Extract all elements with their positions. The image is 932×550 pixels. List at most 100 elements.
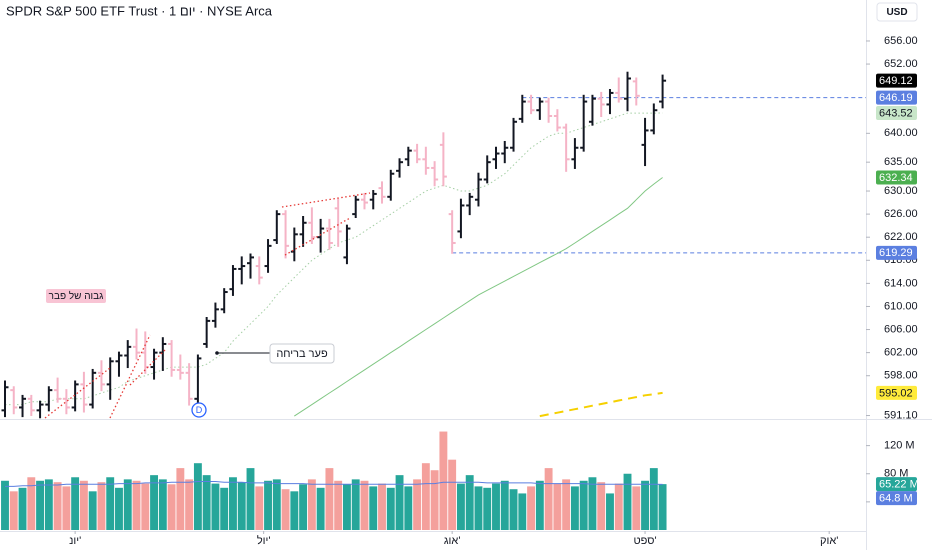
volume-bar (369, 486, 378, 530)
volume-bar (88, 491, 97, 530)
volume-bar (202, 475, 211, 530)
volume-value-label: 65.22 M (879, 479, 919, 491)
y-tick-label: 626.00 (884, 208, 918, 220)
volume-bar (106, 477, 115, 530)
x-tick-label: אוג' (444, 535, 461, 547)
ma-price-label-box (876, 170, 917, 185)
volume-bar (658, 484, 667, 530)
marker-d: D (191, 402, 207, 418)
volume-bar (272, 479, 281, 530)
ma-price-label: 643.52 (879, 107, 913, 119)
volume-bar (465, 475, 474, 530)
x-tick-label: יול' (257, 534, 271, 547)
level-price-label-box (876, 90, 917, 105)
axes: 656.00 652.00 640.00 635.00 630.00 626.00 622.… (69, 35, 919, 547)
level-price-label: 619.29 (879, 247, 913, 259)
y-tick-label: 598.00 (884, 370, 918, 382)
volume-bar (53, 482, 62, 530)
trend-line (281, 192, 371, 208)
trend-line (109, 334, 151, 419)
x-tick-label: אוק' (820, 535, 838, 547)
volume-bar (132, 480, 141, 530)
volume-bar (413, 479, 422, 530)
volume-bar (386, 487, 395, 530)
volume-bar (570, 486, 579, 530)
volume-bar (334, 480, 343, 530)
x-tick-label: ספט' (633, 535, 656, 547)
volume-bar (9, 491, 18, 530)
currency-box[interactable] (876, 2, 918, 22)
annotation-high: גבוה של פבר (46, 289, 106, 303)
volume-bar (290, 491, 299, 530)
volume-bar (281, 489, 290, 530)
volume-bar (509, 489, 518, 530)
volume-bar (518, 493, 527, 530)
annotation-text: גבוה של פבר (49, 290, 104, 302)
volume-bar (544, 468, 553, 530)
annotation-box (46, 289, 106, 303)
volume-tick-label: 80 M (884, 468, 908, 480)
volume-bar (632, 486, 641, 530)
volume-bar (141, 483, 150, 530)
volume-tick-label: 120 M (884, 440, 915, 452)
volume-bar (123, 479, 132, 530)
ma-price-label-box (876, 385, 917, 400)
y-tick-label: 630.00 (884, 185, 918, 197)
volume-bar (44, 479, 53, 530)
volume-bar (606, 493, 614, 530)
volume-bar (351, 479, 360, 530)
volume-bar (421, 463, 430, 530)
volume-bar (641, 480, 649, 530)
volume-bar (1, 480, 9, 530)
volume-bar (448, 459, 457, 530)
volume-bar (439, 431, 448, 530)
volume-bar (483, 487, 492, 530)
volume-bar (185, 479, 194, 530)
volume-bar (176, 468, 185, 530)
ma-line (539, 391, 663, 418)
volume-value-label-box (876, 491, 917, 506)
volume-pane (1, 431, 667, 530)
volume-bar (614, 483, 623, 530)
volume-bar (623, 473, 632, 530)
volume-bar (456, 483, 465, 530)
volume-bar (535, 480, 544, 530)
volume-bar (404, 486, 413, 530)
y-tick-label: 606.00 (884, 323, 918, 335)
x-tick-label: יונ' (69, 535, 81, 547)
level-price-label-box (876, 245, 917, 260)
marker-text: D (196, 405, 203, 415)
price-pane (1, 71, 866, 419)
y-tick-label: 652.00 (884, 58, 918, 70)
volume-bar (229, 477, 237, 530)
volume-bar (71, 477, 80, 530)
volume-bar (500, 480, 509, 530)
trend-line (129, 349, 166, 386)
y-tick-label: 640.00 (884, 127, 918, 139)
last-price-label-box (876, 73, 917, 88)
volume-bar (264, 480, 272, 530)
callout-text: פער בריחה (276, 348, 328, 360)
marker-circle (191, 402, 207, 418)
volume-bar (220, 487, 229, 530)
trend-line (44, 367, 111, 419)
volume-bar (18, 487, 27, 530)
callout-box (269, 343, 335, 364)
ma-line (294, 177, 663, 417)
volume-bar (395, 475, 404, 530)
volume-bar (193, 463, 202, 530)
y-tick-label: 591.10 (884, 409, 918, 421)
volume-bar (307, 479, 316, 530)
volume-value-label-box (876, 477, 917, 492)
trend-drawings (44, 192, 371, 419)
volume-bar (649, 468, 658, 530)
ma-price-label: 595.02 (879, 387, 913, 399)
currency[interactable]: USD (886, 7, 907, 18)
ma-price-label: 632.34 (879, 172, 913, 184)
y-tick-label: 610.00 (884, 300, 918, 312)
volume-bar (150, 475, 158, 530)
volume-bar (158, 479, 167, 530)
level-price-label: 646.19 (879, 92, 913, 104)
